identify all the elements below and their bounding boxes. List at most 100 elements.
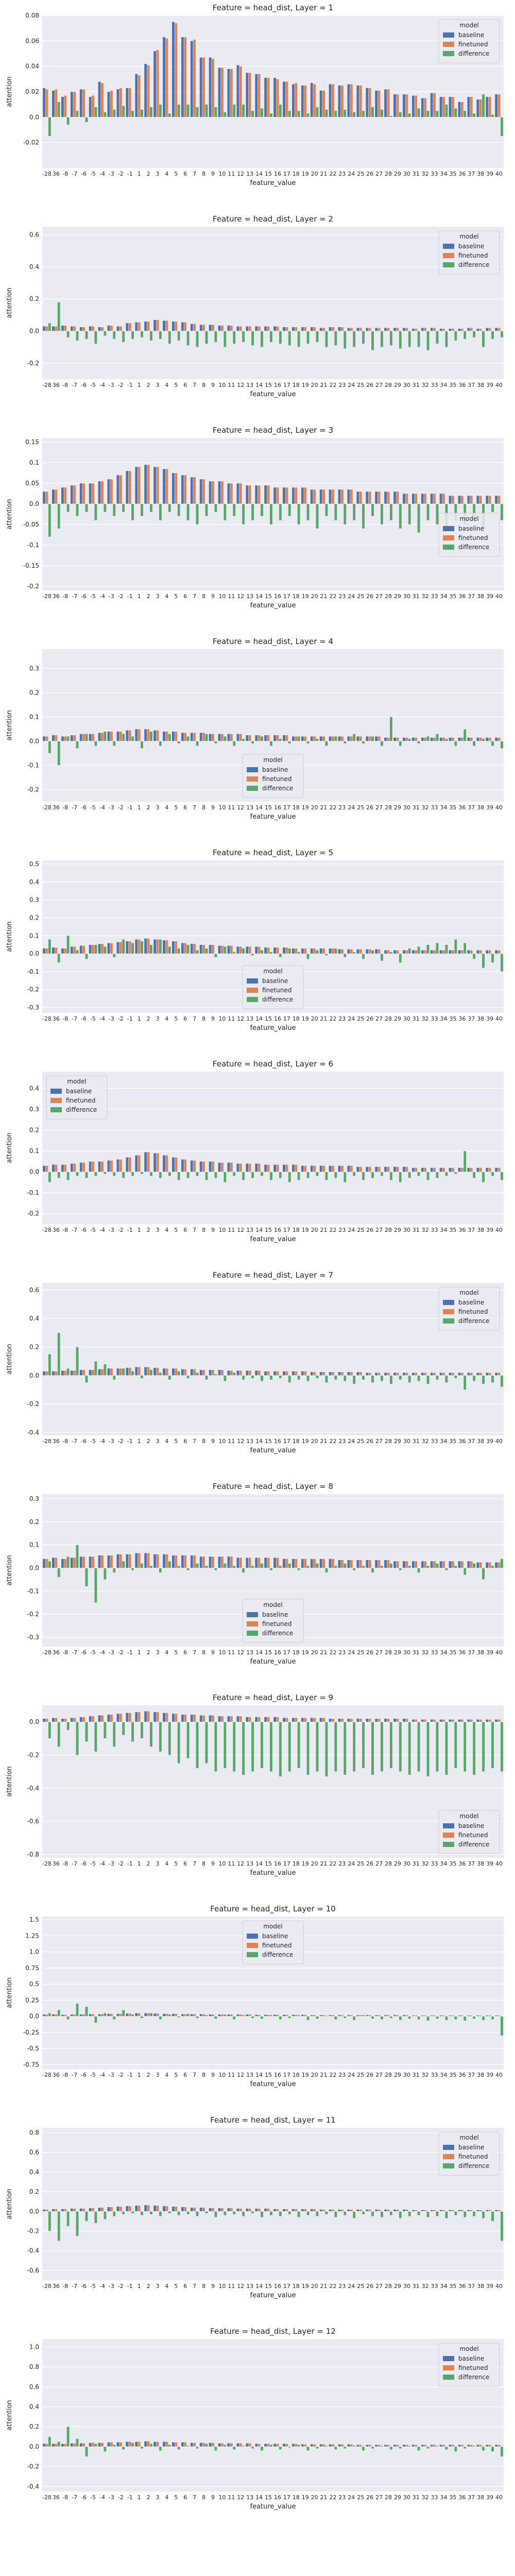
x-tick-label: 33 [431,1438,438,1445]
bar-finetuned [230,325,233,331]
bar-difference [362,503,365,529]
bar-baseline [254,946,258,954]
bar-baseline [254,1717,258,1722]
bar-difference [140,941,144,954]
bar-finetuned [156,2013,159,2016]
x-tick-label: 29 [394,382,401,388]
bar-difference [66,1721,70,1731]
chart-title: Feature = head_dist, Layer = 8 [213,1482,333,1492]
bar-difference [371,107,374,117]
bar-baseline [209,481,212,504]
bar-baseline [356,85,359,117]
bar-finetuned [100,2443,104,2447]
x-tick-label: 29 [394,1015,401,1022]
bar-difference [103,946,107,954]
bar-baseline [199,1556,203,1568]
bar-baseline [494,328,498,331]
bar-baseline [485,2444,489,2447]
x-tick-label: 26 [366,171,373,177]
bar-baseline [384,737,387,741]
bar-baseline [393,94,397,117]
bar-finetuned [470,737,473,741]
x-tick-label: 33 [431,2283,438,2290]
legend-swatch-finetuned [247,776,258,782]
bar-difference [149,2211,153,2215]
bar-baseline [439,2015,443,2016]
bar-difference [279,1721,282,1777]
bar-finetuned [202,1161,205,1172]
bar-difference [371,331,374,351]
x-tick-label: 9 [211,1227,215,1233]
bar-finetuned [267,77,270,117]
bar-difference [48,323,52,331]
bar-finetuned [54,1717,58,1722]
bar-baseline [153,2205,157,2212]
chart-svg: Feature = head_dist, Layer = 9-0.8-0.6-0… [6,1693,504,1877]
bar-finetuned [377,2014,381,2016]
bar-baseline [338,85,341,117]
bar-difference [297,952,301,954]
bar-finetuned [285,1164,288,1172]
x-tick-label: 13 [246,382,253,388]
bar-baseline [439,328,443,331]
x-tick-label: 1 [138,1438,141,1445]
x-tick-label: 2 [147,593,150,600]
bar-finetuned [350,1718,353,1722]
bar-baseline [125,1367,129,1376]
bar-difference [76,1721,79,1755]
bar-finetuned [359,736,363,741]
x-tick-label: 40 [495,171,503,177]
plot-area [42,1283,504,1435]
x-tick-label: 37 [468,593,475,600]
x-tick-label: 7 [193,2494,196,2501]
legend-swatch-baseline [247,1934,258,1939]
bar-finetuned [396,1561,399,1568]
bar-baseline [181,942,184,954]
bar-finetuned [258,1163,261,1172]
x-tick-label: 40 [495,804,503,811]
bar-difference [445,1172,448,1176]
bar-baseline [282,1717,286,1722]
bar-baseline [393,2014,397,2016]
bar-finetuned [497,2015,501,2016]
bar-difference [463,1568,467,1575]
bar-difference [417,1568,421,1573]
bar-baseline [171,1713,175,1722]
x-tick-label: 30 [403,382,410,388]
bar-difference [196,950,199,954]
bar-finetuned [405,1561,408,1568]
x-tick-label: -3 [109,382,114,388]
x-tick-label: 12 [237,1438,244,1445]
bar-baseline [264,2014,267,2016]
x-tick-label: 15 [265,593,272,600]
x-tick-label: 9 [211,1649,215,1656]
x-tick-label: 37 [468,1649,475,1656]
bar-baseline [264,1371,267,1376]
bar-difference [103,112,107,117]
bar-finetuned [423,493,427,504]
bar-baseline [227,325,230,331]
bar-baseline [485,96,489,117]
bar-difference [48,1172,52,1183]
x-tick-label: 16 [274,1438,281,1445]
bar-finetuned [202,324,205,331]
bar-finetuned [396,2444,399,2447]
bar-finetuned [322,90,325,117]
bar-difference [85,953,88,959]
bar-baseline [356,1166,359,1172]
bar-baseline [291,1164,295,1172]
bar-baseline [218,1716,221,1722]
x-tick-label: 21 [320,593,328,600]
bar-difference [76,2211,79,2236]
legend-swatch-difference [443,51,454,56]
bar-baseline [125,1157,129,1172]
bar-baseline [218,481,221,504]
legend-swatch-difference [443,2375,454,2380]
bar-baseline [52,2209,55,2212]
y-tick-label: 0.0 [29,1168,39,1176]
bar-finetuned [45,1718,48,1722]
legend-label-finetuned: finetuned [458,1832,488,1839]
x-tick-label: 13 [246,2283,253,2290]
bar-baseline [79,2014,83,2016]
